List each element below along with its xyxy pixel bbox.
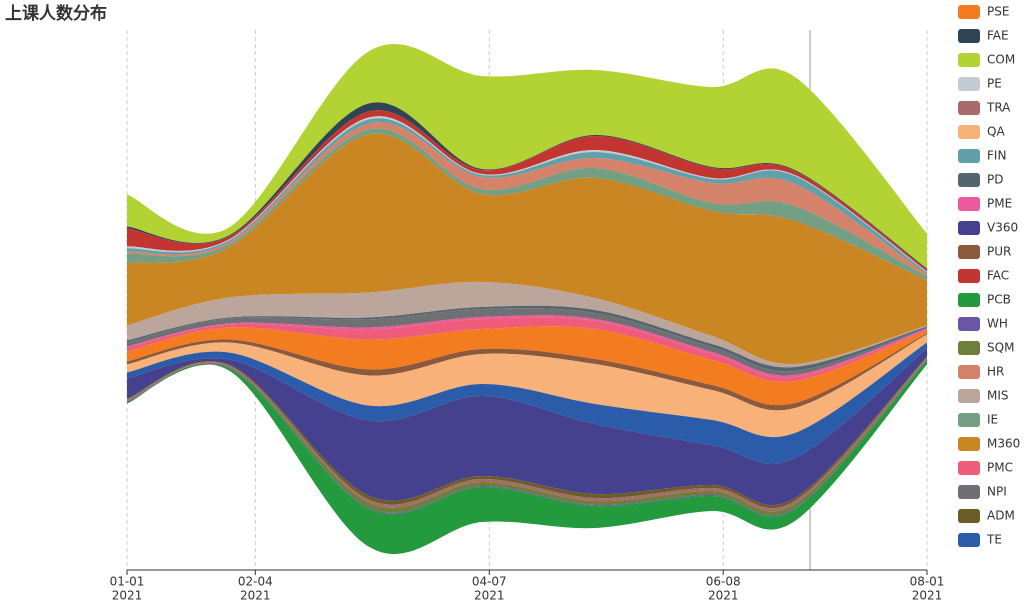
stream (127, 133, 927, 365)
legend-swatch (958, 101, 980, 115)
legend-swatch (958, 29, 980, 43)
stream (127, 122, 927, 277)
legend-swatch (958, 365, 980, 379)
legend-swatch (958, 485, 980, 499)
legend-swatch (958, 173, 980, 187)
legend-swatch (958, 149, 980, 163)
stream (127, 360, 927, 554)
stream (127, 281, 927, 368)
stream (127, 44, 927, 269)
legend-label: FIN (987, 149, 1006, 163)
legend-swatch (958, 125, 980, 139)
stream (127, 128, 927, 281)
legend-swatch (958, 317, 980, 331)
legend-label: NPI (987, 485, 1007, 499)
legend-swatch (958, 389, 980, 403)
legend-label: IE (987, 413, 998, 427)
legend-swatch (958, 197, 980, 211)
legend-label: HR (987, 365, 1004, 379)
stream (127, 348, 927, 506)
legend-label: PUR (987, 245, 1011, 259)
x-tick-year: 2021 (912, 589, 943, 600)
legend-swatch (958, 269, 980, 283)
stream (127, 342, 927, 464)
legend-swatch (958, 509, 980, 523)
legend-swatch (958, 437, 980, 451)
x-tick-label: 02-04 (238, 575, 273, 589)
legend-swatch (958, 5, 980, 19)
legend-label: PME (987, 197, 1012, 211)
legend-swatch (958, 533, 980, 547)
legend-label: ADM (987, 509, 1015, 523)
legend-label: FAE (987, 29, 1009, 43)
legend-label: QA (987, 125, 1005, 139)
legend-label: TRA (986, 101, 1011, 115)
x-tick-year: 2021 (240, 589, 271, 600)
legend-swatch (958, 53, 980, 67)
x-tick-label: 01-01 (110, 575, 145, 589)
legend-swatch (958, 77, 980, 91)
legend-label: MIS (987, 389, 1009, 403)
legend-label: SQM (987, 341, 1014, 355)
x-tick-label: 08-01 (910, 575, 945, 589)
legend-label: V360 (987, 221, 1018, 235)
x-tick-label: 04-07 (472, 575, 507, 589)
legend-swatch (958, 341, 980, 355)
chart-title: 上课人数分布 (5, 3, 107, 24)
legend-label: PD (987, 173, 1003, 187)
stream (127, 317, 927, 382)
x-tick-year: 2021 (112, 589, 143, 600)
stream (127, 334, 927, 438)
legend-label: PCB (987, 293, 1011, 307)
legend-swatch (958, 221, 980, 235)
legend-swatch (958, 461, 980, 475)
legend-label: WH (987, 317, 1008, 331)
x-tick-year: 2021 (708, 589, 739, 600)
legend-swatch (958, 413, 980, 427)
legend-label: M360 (987, 437, 1020, 451)
legend-label: FAC (987, 269, 1009, 283)
legend-swatch (958, 293, 980, 307)
x-tick-year: 2021 (474, 589, 505, 600)
legend-label: TE (986, 533, 1002, 547)
legend-label: COM (987, 53, 1015, 67)
stream (127, 333, 927, 411)
legend-label: PE (987, 77, 1002, 91)
legend-label: PMC (987, 461, 1013, 475)
x-tick-label: 06-08 (706, 575, 741, 589)
stream (127, 326, 927, 406)
stream (127, 308, 927, 376)
legend-swatch (958, 245, 980, 259)
legend-label: PSE (987, 5, 1009, 19)
